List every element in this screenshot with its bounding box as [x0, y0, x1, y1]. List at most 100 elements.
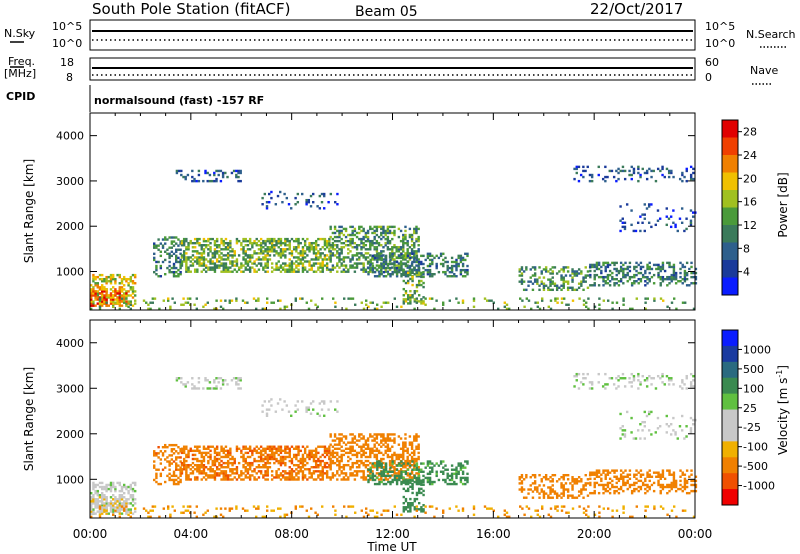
velocity-echo-cell	[633, 487, 636, 491]
velocity-echo-cell	[366, 445, 370, 448]
power-echo-cell	[208, 179, 212, 183]
power-echo-cell	[417, 262, 421, 266]
velocity-echo-cell	[674, 483, 678, 487]
power-echo-cell	[417, 237, 420, 241]
velocity-echo-cell	[323, 445, 327, 448]
velocity-echo-cell	[116, 500, 119, 503]
velocity-echo-cell	[575, 480, 579, 483]
power-echo-cell	[318, 194, 322, 198]
power-echo-cell	[233, 268, 236, 271]
velocity-echo-cell	[681, 473, 684, 476]
power-echo-cell	[630, 177, 633, 181]
velocity-echo-cell	[355, 466, 359, 469]
power-echo-cell	[411, 260, 414, 264]
power-echo-cell	[248, 237, 252, 241]
velocity-echo-cell	[103, 508, 106, 511]
power-echo-cell	[307, 200, 311, 204]
velocity-echo-cell	[562, 486, 565, 489]
power-echo-cell	[325, 239, 329, 243]
velocity-echo-cell	[648, 479, 651, 483]
velocity-echo-cell	[340, 466, 343, 469]
velocity-echo-cell	[246, 463, 250, 467]
power-echo-cell	[116, 290, 119, 293]
power-echo-cell	[402, 287, 405, 291]
power-echo-cell	[268, 254, 272, 257]
velocity-echo-cell	[466, 478, 469, 482]
power-echo-cell	[672, 275, 676, 279]
velocity-echo-cell	[259, 455, 263, 459]
velocity-echo-cell	[380, 445, 383, 448]
velocity-echo-cell	[617, 379, 620, 382]
power-echo-cell	[94, 282, 97, 285]
power-echo-cell	[544, 266, 548, 269]
velocity-echo-cell	[255, 445, 258, 448]
velocity-echo-cell	[630, 431, 633, 434]
power-echo-cell	[406, 250, 409, 253]
power-echo-cell	[415, 283, 419, 287]
velocity-echo-cell	[262, 447, 265, 450]
velocity-echo-cell	[101, 506, 104, 509]
velocity-echo-cell	[380, 474, 383, 478]
velocity-echo-cell	[172, 482, 176, 486]
power-echo-cell	[125, 290, 128, 293]
velocity-echo-cell	[457, 470, 460, 473]
velocity-echo-cell	[395, 476, 398, 479]
power-echo-cell	[399, 260, 403, 263]
velocity-echo-cell	[213, 387, 216, 390]
power-echo-cell	[295, 239, 298, 243]
velocity-echo-cell	[101, 496, 104, 499]
power-echo-cell	[177, 272, 180, 276]
velocity-echo-cell	[364, 441, 368, 444]
velocity-echo-cell	[305, 406, 308, 409]
velocity-echo-cell	[333, 435, 337, 438]
power-echo-cell	[351, 264, 354, 267]
velocity-echo-cell	[593, 481, 596, 485]
velocity-echo-cell	[321, 470, 324, 473]
velocity-echo-cell	[185, 459, 188, 463]
velocity-echo-cell	[235, 445, 239, 448]
power-echo-cell	[266, 248, 269, 251]
velocity-echo-cell	[220, 455, 223, 459]
power-echo-cell	[231, 262, 234, 265]
velocity-echo-cell	[279, 478, 283, 481]
power-echo-cell	[222, 258, 225, 261]
velocity-echo-cell	[384, 482, 388, 486]
power-echo-cell	[231, 256, 234, 259]
velocity-echo-cell	[184, 385, 187, 388]
power-echo-cell	[342, 264, 346, 267]
velocity-echo-cell	[632, 437, 635, 440]
velocity-echo-cell	[155, 454, 158, 457]
power-echo-cell	[619, 205, 622, 208]
velocity-echo-cell	[182, 466, 186, 469]
power-echo-cell	[591, 263, 594, 267]
power-echo-cell	[187, 246, 190, 249]
velocity-echo-cell	[164, 466, 167, 469]
velocity-echo-cell	[619, 485, 623, 489]
power-echo-cell	[255, 299, 258, 302]
velocity-echo-cell	[347, 459, 350, 463]
power-echo-cell	[308, 248, 311, 251]
power-echo-cell	[593, 275, 596, 279]
velocity-echo-cell	[340, 472, 343, 475]
velocity-echo-cell	[608, 491, 612, 495]
velocity-echo-cell	[375, 453, 379, 457]
velocity-echo-cell	[266, 478, 269, 481]
velocity-echo-cell	[369, 476, 372, 480]
power-echo-cell	[224, 171, 227, 175]
velocity-echo-cell	[303, 468, 307, 471]
power-echo-cell	[92, 286, 95, 289]
velocity-echo-cell	[597, 471, 601, 474]
power-echo-cell	[380, 305, 383, 309]
power-echo-cell	[375, 227, 379, 231]
velocity-echo-cell	[288, 476, 291, 479]
power-echo-cell	[553, 266, 557, 269]
power-echo-cell	[179, 252, 182, 256]
velocity-echo-cell	[643, 410, 646, 414]
power-echo-cell	[120, 277, 124, 281]
power-echo-cell	[213, 252, 217, 255]
power-echo-cell	[266, 246, 269, 249]
velocity-echo-cell	[268, 408, 271, 411]
power-echo-cell	[333, 235, 337, 239]
velocity-echo-cell	[109, 510, 113, 513]
velocity-echo-cell	[323, 466, 327, 469]
